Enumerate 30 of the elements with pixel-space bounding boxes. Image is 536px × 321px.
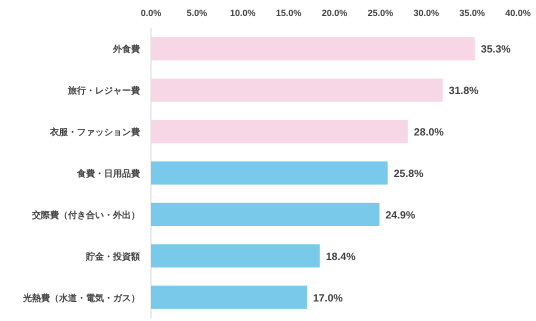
- y-tick-label: 光熱費（水道・電気・ガス）: [22, 292, 140, 303]
- x-tick-label: 0.0%: [140, 8, 162, 18]
- data-label: 17.0%: [312, 292, 344, 304]
- bar: [151, 120, 408, 144]
- data-label: 31.8%: [448, 85, 480, 98]
- y-tick-label: 交際費（付き合い・外出）: [31, 210, 140, 220]
- x-tick-label: 25.0%: [368, 8, 394, 18]
- data-label: 18.4%: [326, 250, 356, 263]
- bar: [151, 78, 443, 102]
- y-tick-label: 外食費: [112, 44, 140, 54]
- bar: [151, 37, 475, 60]
- y-tick-label: 食費・日用品費: [76, 168, 140, 178]
- data-label: 25.8%: [394, 168, 424, 180]
- x-tick-label: 10.0%: [230, 8, 256, 18]
- bar: [151, 161, 388, 185]
- y-tick-label: 旅行・レジャー費: [67, 86, 140, 96]
- bar: [151, 244, 320, 268]
- data-label: 35.3%: [480, 44, 512, 56]
- y-tick-label: 衣服・ファッション費: [49, 127, 140, 138]
- x-tick-label: 40.0%: [505, 8, 531, 18]
- x-tick-label: 35.0%: [459, 8, 485, 18]
- bar: [151, 202, 380, 226]
- x-tick-label: 15.0%: [276, 8, 302, 18]
- bar: [151, 286, 307, 309]
- x-tick-label: 30.0%: [413, 8, 440, 18]
- data-label: 28.0%: [414, 126, 444, 139]
- x-tick-label: 5.0%: [186, 8, 208, 18]
- x-tick-label: 20.0%: [322, 8, 348, 18]
- y-tick-label: 貯金・投資額: [85, 251, 140, 262]
- data-label: 24.9%: [385, 209, 416, 222]
